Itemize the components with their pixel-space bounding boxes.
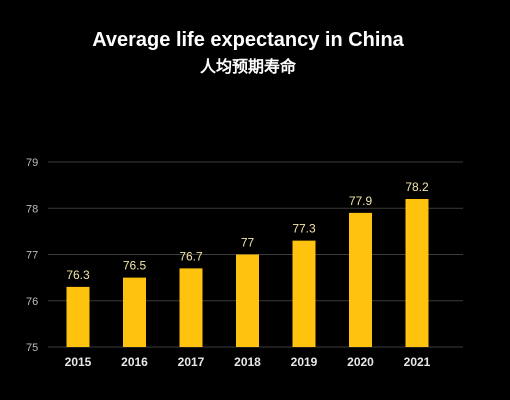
bar-2017 [179,268,203,347]
bar-2019 [292,240,316,347]
data-label-2021: 78.2 [405,180,429,194]
bar-2021 [405,199,429,347]
x-tick-label-2019: 2019 [291,355,318,369]
data-label-2015: 76.3 [66,268,90,282]
bar-2016 [123,277,146,347]
chart-title: Average life expectancy in China [92,29,404,51]
x-tick-label-2018: 2018 [234,355,261,369]
y-tick-label: 77 [26,250,38,262]
data-label-2017: 76.7 [179,249,203,263]
data-labels: 76.3 76.5 76.7 77 77.3 77.9 78.2 [66,180,429,282]
x-tick-label-2015: 2015 [65,355,92,369]
data-label-2018: 77 [241,236,255,250]
bars [66,199,429,347]
x-tick-label-2021: 2021 [404,355,431,369]
y-tick-label: 75 [26,342,38,354]
x-tick-label-2020: 2020 [347,355,374,369]
x-axis-ticks: 2015 2016 2017 2018 2019 2020 2021 [65,355,431,369]
data-label-2019: 77.3 [292,222,316,236]
x-tick-label-2017: 2017 [178,355,205,369]
bar-2020 [349,212,372,347]
y-axis-ticks: 75 76 77 78 79 [26,157,38,354]
x-tick-label-2016: 2016 [121,355,148,369]
y-tick-label: 78 [26,203,38,215]
data-label-2016: 76.5 [123,259,147,273]
y-tick-label: 76 [26,296,38,308]
y-tick-label: 79 [26,157,38,169]
bar-2018 [236,254,259,347]
bar-2015 [66,286,90,347]
chart-subtitle: 人均预期寿命 [200,57,297,76]
data-label-2020: 77.9 [349,194,373,208]
